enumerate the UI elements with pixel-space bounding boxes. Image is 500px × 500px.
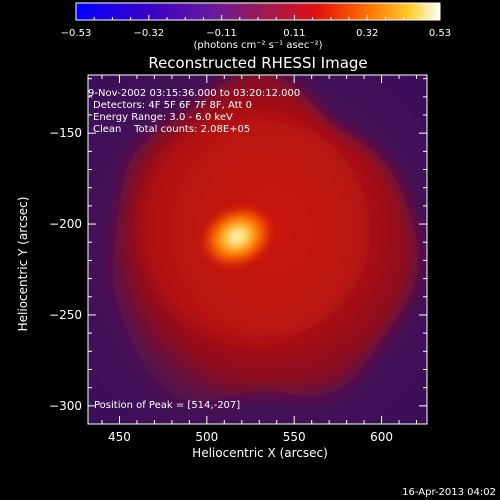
x-tick-label: 600 [370, 430, 393, 444]
plot-frame [87, 74, 428, 425]
heatmap-image [88, 75, 427, 424]
y-tick-label: −250 [49, 308, 82, 322]
annotation-clean-counts: Clean Total counts: 2.08E+05 [93, 124, 250, 135]
x-tick-label: 550 [283, 430, 306, 444]
axis-ticks: 450 500 550 600 −150 −200 −250 −300 [49, 75, 427, 444]
x-tick-label: 500 [195, 430, 218, 444]
x-axis-label: Heliocentric X (arcsec) [192, 446, 328, 460]
colorbar-tick-label: 0.53 [429, 28, 451, 39]
colorbar-unit-label: (photons cm⁻² s⁻¹ asec⁻²) [193, 40, 322, 51]
y-tick-label: −300 [49, 399, 82, 413]
colorbar-tick-label: −0.32 [133, 28, 164, 39]
y-tick-label: −150 [49, 126, 82, 140]
x-tick-label: 450 [108, 430, 131, 444]
peak-source [200, 205, 274, 269]
colorbar-tick-label: 0.11 [283, 28, 305, 39]
annotation-detectors: Detectors: 4F 5F 6F 7F 8F, Att 0 [93, 100, 252, 111]
annotation-energy-range: Energy Range: 3.0 - 6.0 keV [93, 112, 233, 123]
colorbar-tick-label: −0.53 [61, 28, 92, 39]
chart-title: Reconstructed RHESSI Image [148, 54, 367, 72]
colorbar-ticks: −0.53 −0.32 −0.11 0.11 0.32 0.53 [61, 15, 451, 39]
footer-timestamp: 16-Apr-2013 04:02 [402, 487, 496, 498]
peak-position-label: Position of Peak = [514,-207] [94, 400, 240, 411]
colorbar-tick-label: 0.32 [356, 28, 378, 39]
y-axis-label: Heliocentric Y (arcsec) [16, 197, 30, 332]
y-tick-label: −200 [49, 217, 82, 231]
colorbar-tick-label: −0.11 [206, 28, 237, 39]
annotation-time-range: 9-Nov-2002 03:15:36.000 to 03:20:12.000 [88, 88, 300, 99]
